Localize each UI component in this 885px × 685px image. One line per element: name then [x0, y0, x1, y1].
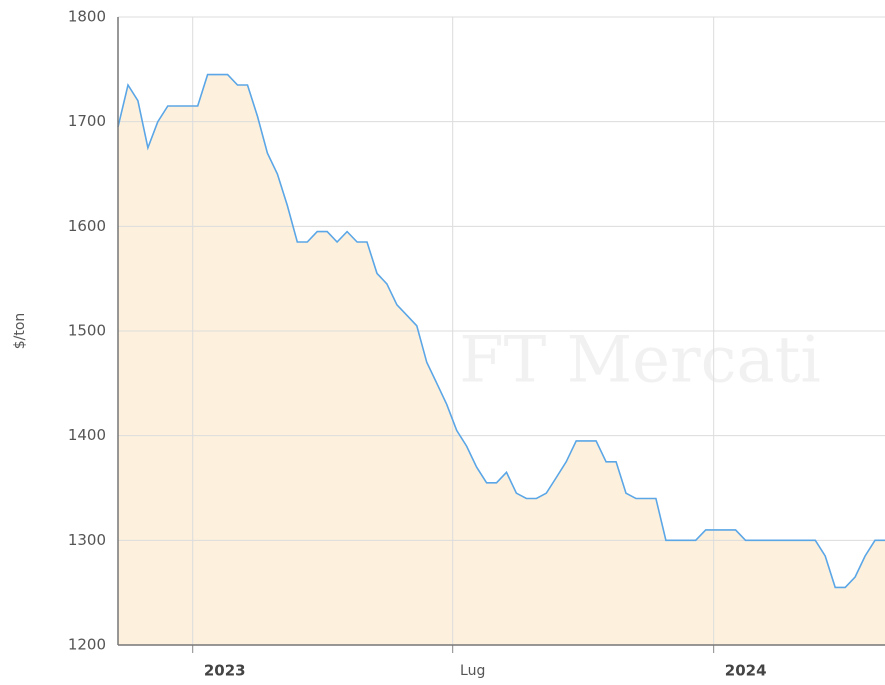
- y-axis-label: $/ton: [12, 313, 28, 350]
- line: [117, 73, 885, 589]
- y-tick-label: 1600: [68, 217, 106, 235]
- y-tick-label: 1500: [68, 322, 106, 340]
- y-tick-label: 1800: [68, 8, 106, 26]
- y-tick-label: 1700: [68, 112, 106, 130]
- x-tick-label: 2023: [204, 662, 246, 680]
- y-tick-label: 1200: [68, 636, 106, 654]
- x-tick-label: 2024: [725, 662, 767, 680]
- x-tick-label: Lug: [460, 663, 485, 679]
- y-tick-label: 1300: [68, 531, 106, 549]
- area: [118, 74, 885, 646]
- y-tick-label: 1400: [68, 426, 106, 444]
- watermark: FT Mercati: [459, 324, 821, 398]
